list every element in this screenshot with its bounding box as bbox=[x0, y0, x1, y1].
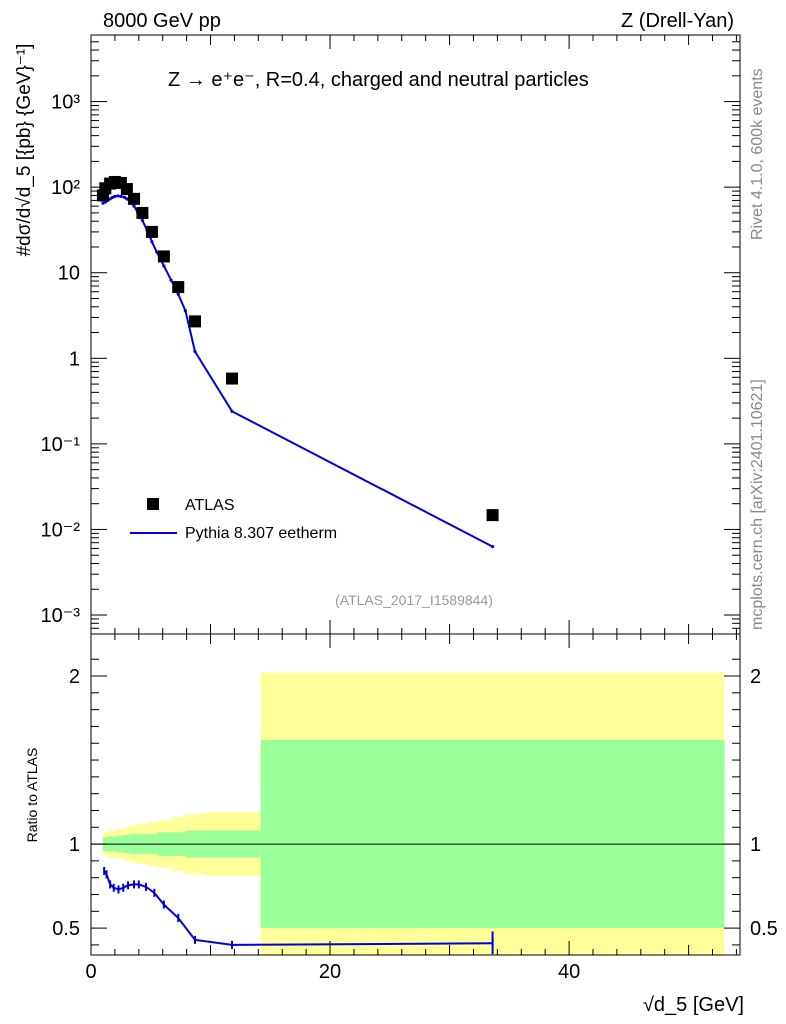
legend-marker-atlas bbox=[147, 498, 159, 510]
y-axis-label-upper: #dσ/d√d_5 [{pb} {GeV}⁻¹] bbox=[14, 44, 35, 257]
atlas-data-point bbox=[136, 206, 149, 219]
pythia-point bbox=[150, 240, 154, 244]
pythia-point bbox=[122, 195, 127, 199]
legend-label-pythia: Pythia 8.307 eetherm bbox=[185, 525, 337, 542]
pythia-ratio-line bbox=[103, 870, 493, 946]
ratio-plot-frame bbox=[90, 633, 741, 956]
pythia-point bbox=[113, 194, 117, 198]
y-tick-label-upper: 10² bbox=[51, 177, 80, 199]
pythia-point bbox=[132, 204, 136, 208]
stat-uncertainty-band bbox=[260, 739, 725, 929]
pythia-point bbox=[176, 292, 180, 296]
y-tick-label-upper: 10⁻³ bbox=[41, 605, 81, 627]
pythia-point bbox=[155, 250, 159, 254]
atlas-data-point bbox=[120, 183, 133, 196]
atlas-data-point bbox=[226, 372, 239, 385]
pythia-point bbox=[116, 194, 120, 198]
ratio-tick-label-left: 0.5 bbox=[52, 918, 80, 940]
pythia-point bbox=[162, 264, 166, 268]
upper-plot-frame bbox=[90, 34, 741, 635]
legend-label-atlas: ATLAS bbox=[185, 497, 235, 514]
y-axis-label-lower: Ratio to ATLAS bbox=[24, 748, 40, 843]
y-tick-label-upper: 10⁻² bbox=[41, 519, 81, 541]
atlas-data-point bbox=[157, 250, 170, 263]
ratio-tick-label-right: 0.5 bbox=[750, 918, 778, 940]
atlas-data-point bbox=[486, 509, 499, 522]
chart-title: Z → e⁺e⁻, R=0.4, charged and neutral par… bbox=[168, 69, 589, 91]
pythia-point bbox=[108, 197, 112, 201]
pythia-point bbox=[490, 545, 495, 549]
side-label-bottom: mcplots.cern.ch [arXiv:2401.10621] bbox=[749, 379, 766, 630]
upper-plot-marks bbox=[96, 175, 499, 549]
y-tick-label-upper: 1 bbox=[69, 348, 80, 370]
atlas-data-point bbox=[172, 281, 185, 294]
y-tick-label-upper: 10⁻¹ bbox=[41, 434, 81, 456]
pythia-point bbox=[119, 194, 123, 198]
ratio-tick-label-left: 1 bbox=[69, 834, 80, 856]
header-left: 8000 GeV pp bbox=[103, 10, 221, 32]
analysis-label: (ATLAS_2017_I1589844) bbox=[335, 592, 493, 608]
x-tick-label: 20 bbox=[319, 961, 341, 983]
pythia-point bbox=[169, 278, 173, 282]
atlas-data-point bbox=[128, 192, 141, 205]
ratio-plot-marks bbox=[103, 866, 494, 955]
header-right: Z (Drell-Yan) bbox=[621, 10, 734, 32]
pythia-point bbox=[230, 409, 234, 413]
y-tick-label-upper: 10 bbox=[58, 263, 80, 285]
x-tick-label: 40 bbox=[558, 961, 580, 983]
pythia-point bbox=[183, 309, 188, 313]
pythia-point bbox=[125, 197, 129, 201]
ratio-tick-label-right: 1 bbox=[750, 834, 761, 856]
y-tick-label-upper: 10³ bbox=[51, 92, 80, 114]
ratio-bands bbox=[102, 672, 725, 955]
atlas-data-point bbox=[145, 225, 158, 238]
pythia-point bbox=[140, 218, 144, 222]
pythia-series-line bbox=[102, 194, 494, 548]
atlas-data-point bbox=[188, 315, 201, 328]
pythia-point bbox=[101, 201, 105, 205]
x-axis-label: √d_5 [GeV] bbox=[643, 994, 744, 1016]
pythia-point bbox=[193, 349, 197, 354]
legend: ATLAS Pythia 8.307 eetherm bbox=[130, 497, 337, 542]
ratio-tick-label-right: 2 bbox=[750, 666, 761, 688]
side-label-top: Rivet 4.1.0, 600k events bbox=[749, 68, 766, 240]
x-tick-label: 0 bbox=[85, 961, 96, 983]
ratio-tick-label-left: 2 bbox=[69, 666, 80, 688]
